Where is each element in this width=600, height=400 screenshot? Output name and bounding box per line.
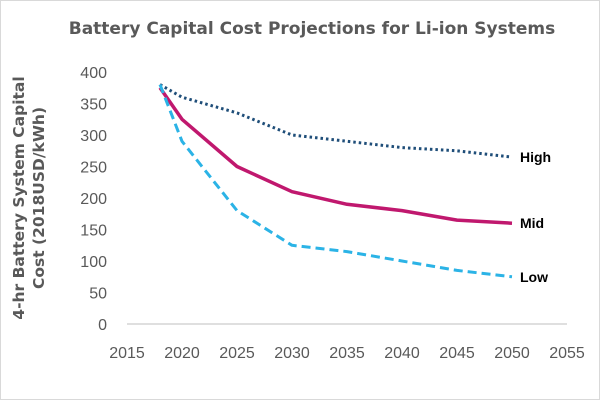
y-tick-label: 250 — [80, 160, 107, 177]
series-lines — [158, 83, 513, 279]
y-tick-label: 200 — [80, 191, 107, 208]
y-tick-labels: 0 50 100 150 200 250 300 350 400 — [80, 65, 107, 334]
series-label-low: Low — [520, 269, 548, 285]
y-tick-label: 100 — [80, 254, 107, 271]
y-axis-label-line-1: 4-hr Battery System Capital — [10, 76, 28, 319]
chart-title: Battery Capital Cost Projections for Li-… — [69, 19, 555, 39]
x-tick-label: 2035 — [329, 345, 365, 362]
x-tick-labels: 2015 2020 2025 2030 2035 2040 2045 2050 2055 — [109, 345, 585, 362]
x-tick-label: 2015 — [109, 345, 145, 362]
y-tick-label: 300 — [80, 128, 107, 145]
y-axis-label-line-2: Cost (2018USD/kWh) — [30, 107, 48, 289]
series-label-high: High — [520, 149, 551, 165]
series-line-high — [159, 83, 513, 159]
y-tick-label: 350 — [80, 97, 107, 114]
x-tick-label: 2030 — [274, 345, 310, 362]
x-tick-label: 2040 — [384, 345, 420, 362]
x-tick-label: 2050 — [494, 345, 530, 362]
x-tick-label: 2025 — [219, 345, 255, 362]
series-labels: High Mid Low — [520, 149, 551, 285]
y-tick-label: 150 — [80, 223, 107, 240]
y-tick-label: 0 — [98, 317, 107, 334]
series-line-low — [158, 84, 513, 279]
x-tick-label: 2045 — [439, 345, 475, 362]
y-tick-label: 400 — [80, 65, 107, 82]
series-label-mid: Mid — [520, 215, 544, 231]
y-axis-label: 4-hr Battery System Capital Cost (2018US… — [10, 76, 48, 319]
x-tick-label: 2055 — [549, 345, 585, 362]
y-tick-label: 50 — [89, 286, 107, 303]
series-line-mid — [158, 86, 513, 225]
x-tick-label: 2020 — [164, 345, 200, 362]
